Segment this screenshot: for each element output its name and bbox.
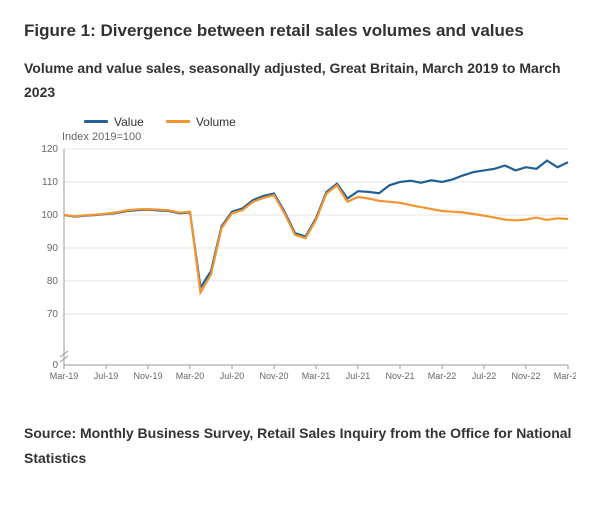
legend-swatch	[84, 120, 108, 123]
svg-text:Mar-22: Mar-22	[428, 371, 457, 381]
legend-swatch	[166, 120, 190, 123]
legend-item: Value	[84, 115, 144, 129]
legend-label: Volume	[196, 115, 236, 129]
series-volume	[64, 185, 568, 292]
chart-svg: 70 80 90 100 110 120 0Mar-19 Jul-19 Nov-19 Mar-20…	[24, 143, 576, 393]
svg-text:Mar-21: Mar-21	[302, 371, 331, 381]
svg-text:Mar-19: Mar-19	[50, 371, 79, 381]
svg-text:Jul-22: Jul-22	[472, 371, 497, 381]
svg-text:110: 110	[42, 177, 58, 188]
svg-text:Jul-21: Jul-21	[346, 371, 371, 381]
svg-text:Mar-23: Mar-23	[554, 371, 576, 381]
svg-text:Jul-19: Jul-19	[94, 371, 119, 381]
svg-text:100: 100	[41, 210, 58, 221]
figure-title: Figure 1: Divergence between retail sale…	[24, 20, 576, 43]
svg-text:70: 70	[47, 309, 59, 320]
svg-text:0: 0	[52, 360, 58, 371]
svg-text:Nov-19: Nov-19	[133, 371, 162, 381]
legend-item: Volume	[166, 115, 236, 129]
legend-label: Value	[114, 115, 144, 129]
svg-text:Nov-20: Nov-20	[259, 371, 288, 381]
figure-subtitle: Volume and value sales, seasonally adjus…	[24, 57, 576, 105]
svg-text:Nov-21: Nov-21	[385, 371, 414, 381]
svg-text:90: 90	[47, 243, 59, 254]
svg-text:120: 120	[41, 144, 58, 155]
chart-legend: Value Volume	[84, 115, 576, 129]
svg-text:80: 80	[47, 276, 59, 287]
index-note: Index 2019=100	[62, 131, 576, 143]
series-value	[64, 160, 568, 287]
line-chart: 70 80 90 100 110 120 0Mar-19 Jul-19 Nov-19 Mar-20…	[24, 143, 576, 393]
svg-text:Nov-22: Nov-22	[511, 371, 540, 381]
svg-text:Jul-20: Jul-20	[220, 371, 245, 381]
svg-text:Mar-20: Mar-20	[176, 371, 205, 381]
source-line: Source: Monthly Business Survey, Retail …	[24, 421, 576, 473]
